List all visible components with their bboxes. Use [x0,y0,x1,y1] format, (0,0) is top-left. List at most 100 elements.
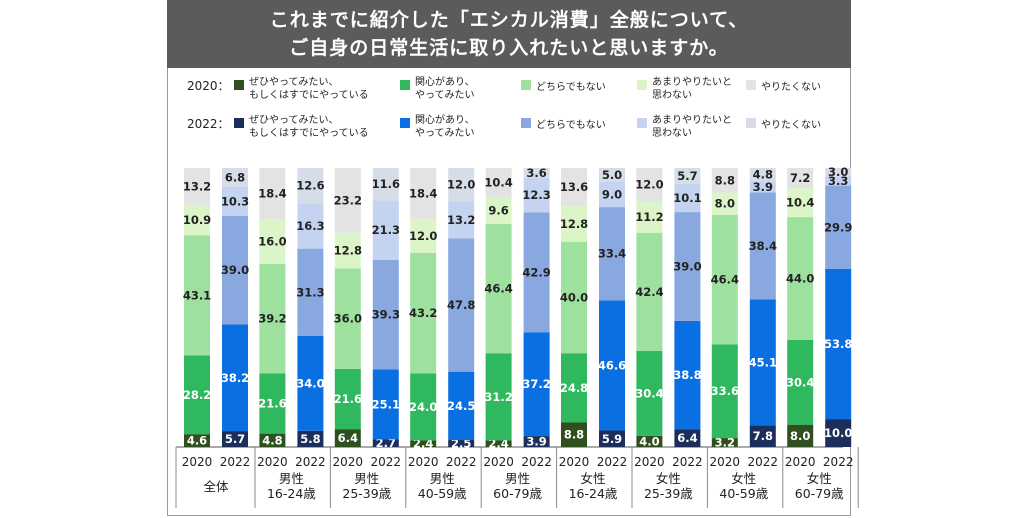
data-label: 39.0 [673,259,701,273]
legend-label: やりたくない [761,119,821,131]
bar-segment [561,241,587,354]
x-tick-label: 2022 [446,455,477,469]
data-label: 40.0 [560,290,588,304]
bar-segment [297,168,324,204]
bar-segment [297,430,324,447]
legend-swatch [521,118,531,128]
bar-segment [259,373,286,434]
bar-segment [787,424,814,447]
group-label: 男性 [279,471,304,486]
data-label: 46.4 [484,282,512,296]
data-label: 39.0 [221,263,249,277]
data-label: 46.4 [711,273,739,287]
bar-segment [674,429,701,447]
data-label: 30.4 [635,386,663,400]
bar-segment [825,419,852,447]
legend-label: 関心があり、 [415,75,475,88]
data-label: 5.7 [677,169,697,183]
data-label: 18.4 [258,187,286,201]
group-label: 25-39歳 [342,486,391,501]
bar-segment [259,263,286,374]
data-label: 3.2 [715,436,735,450]
chart-title: これまでに紹介した「エシカル消費」全般について、 ご自身の日常生活に取り入れたい… [167,0,851,68]
x-tick-label: 2022 [597,455,628,469]
bar-segment [674,168,701,184]
data-label: 8.0 [715,197,735,211]
bar-segment [711,192,738,215]
legend-label: ぜひやってみたい、 [249,114,339,126]
group-label: 40-59歳 [418,486,467,501]
bar-segment [485,353,512,441]
bar-segment [222,168,248,187]
x-tick-label: 2020 [333,455,364,469]
data-label: 16.3 [296,219,324,233]
data-label: 42.9 [522,265,550,279]
data-label: 38.8 [673,368,701,382]
x-tick-label: 2020 [559,455,590,469]
data-label: 12.6 [296,179,324,193]
data-label: 38.4 [749,239,777,253]
group-label: 男性 [430,471,455,486]
bar-segment [636,351,663,436]
data-label: 42.4 [635,285,663,299]
data-label: 3.0 [828,165,848,179]
data-label: 33.6 [711,384,739,398]
bar-segment [297,203,324,249]
bar-segment [410,252,437,374]
data-label: 33.4 [598,247,626,261]
bar-segment [749,181,776,193]
data-label: 2.7 [376,436,396,450]
bar-segment [674,212,701,321]
bar-segment [787,217,814,340]
legend-swatch [234,80,244,90]
data-label: 12.0 [635,178,663,192]
bar-segment [448,201,475,239]
bar-segment [523,212,550,333]
legend-swatch [637,80,647,90]
bar-segment [674,320,701,430]
bar-segment [485,168,512,198]
x-tick-label: 2020 [785,455,816,469]
data-label: 4.0 [639,434,659,448]
bar-segment [485,197,512,224]
x-tick-label: 2020 [182,455,213,469]
group-label: 女性 [580,471,605,486]
data-label: 10.9 [183,213,211,227]
bar-segment [448,440,475,447]
bar-segment [636,435,663,447]
x-tick-label: 2022 [295,455,326,469]
data-label: 6.4 [677,431,697,445]
legend-label: ぜひやってみたい、 [249,76,339,88]
data-label: 11.2 [635,210,663,224]
bar-segment [372,168,399,201]
group-label: 16-24歳 [569,486,618,501]
data-label: 9.6 [488,203,508,217]
bar-segment [674,183,701,213]
data-label: 6.8 [225,170,245,184]
data-label: 5.7 [225,432,245,446]
group-label: 40-59歳 [719,486,768,501]
legend-label: あまりやりたいと [652,114,732,126]
bar-segment [523,168,550,179]
data-label: 12.8 [334,244,362,258]
data-label: 16.0 [258,235,286,249]
bar-segment [599,300,625,431]
data-label: 7.8 [753,429,773,443]
group-label: 女性 [731,471,756,486]
bar-segment [787,188,814,218]
title-line-2: ご自身の日常生活に取り入れたいと思いますか。 [289,37,729,59]
legend-label: 思わない [652,89,692,101]
group-label: 女性 [656,471,681,486]
data-label: 39.2 [258,312,286,326]
legend-swatch [521,80,531,90]
data-label: 4.8 [262,433,282,447]
legend-swatch [400,118,410,128]
bar-segment [825,185,852,269]
bar-segment [636,201,663,233]
group-label: 全体 [203,479,229,494]
bar-segment [485,223,512,354]
data-label: 44.0 [786,271,814,285]
group-label: 16-24歳 [267,486,316,501]
data-label: 36.0 [334,312,362,326]
data-label: 8.0 [790,429,810,443]
